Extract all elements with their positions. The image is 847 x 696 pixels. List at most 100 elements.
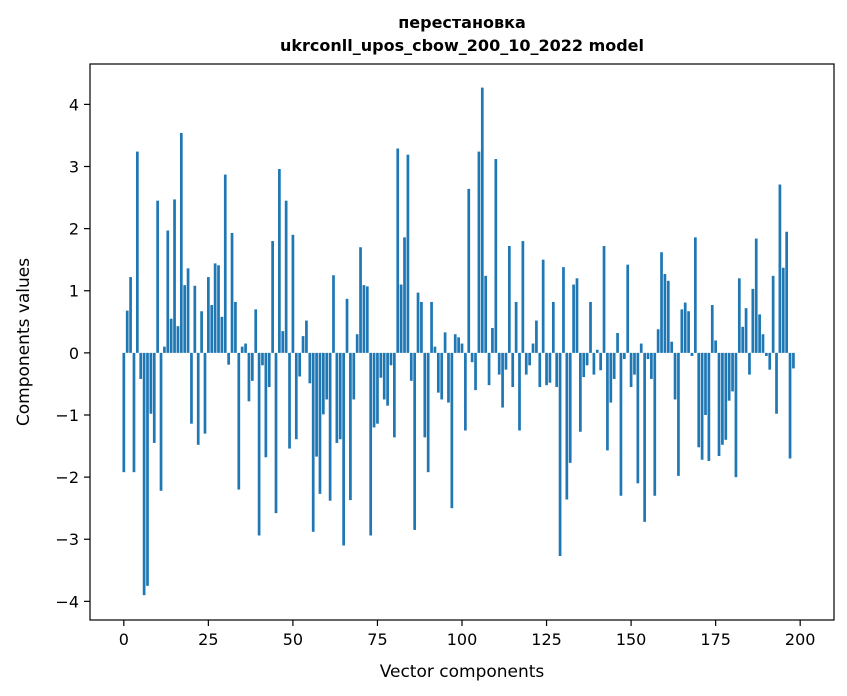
bar-166	[683, 302, 687, 353]
bar-86	[413, 352, 417, 530]
y-tick-label: −4	[55, 592, 79, 611]
bar-176	[717, 352, 721, 456]
bar-164	[677, 352, 680, 476]
bar-35	[240, 346, 244, 353]
bar-197	[788, 352, 792, 459]
bar-33	[234, 301, 237, 353]
bar-10	[156, 200, 159, 353]
bar-160	[663, 273, 667, 353]
bar-150	[629, 352, 633, 388]
bar-63	[335, 352, 339, 443]
bar-3	[132, 352, 136, 473]
bar-188	[758, 314, 761, 353]
bar-126	[548, 352, 552, 383]
bar-120	[528, 352, 531, 366]
bar-147	[619, 352, 623, 496]
bar-109	[491, 328, 494, 353]
bar-165	[680, 309, 684, 353]
bar-78	[386, 352, 389, 406]
bar-138	[589, 301, 592, 353]
bar-28	[217, 265, 220, 353]
bar-80	[393, 352, 396, 438]
bar-172	[704, 352, 707, 415]
bar-168	[690, 352, 694, 356]
bar-41	[261, 352, 264, 366]
bar-184	[744, 308, 748, 353]
bar-110	[494, 159, 498, 353]
bar-62	[332, 275, 335, 353]
bar-162	[670, 341, 674, 353]
bar-96	[447, 352, 450, 403]
x-tick-label: 150	[616, 630, 647, 649]
bar-104	[474, 352, 477, 391]
bar-11	[159, 352, 163, 491]
bar-29	[220, 316, 224, 353]
bar-149	[626, 264, 630, 353]
x-tick-label: 0	[119, 630, 129, 649]
bar-134	[575, 278, 579, 353]
bar-22	[196, 352, 200, 445]
bar-119	[524, 352, 528, 375]
bar-30	[223, 174, 227, 353]
bar-24	[203, 352, 207, 434]
bar-101	[464, 352, 467, 431]
bar-179	[727, 352, 731, 401]
bar-186	[751, 288, 755, 353]
bar-171	[700, 352, 704, 460]
bar-84	[406, 154, 410, 353]
bar-38	[250, 352, 254, 381]
bar-158	[656, 329, 660, 353]
bar-175	[714, 340, 717, 353]
bar-54	[305, 320, 308, 353]
bar-98	[453, 334, 457, 353]
x-axis: 0 25 50 75 100 125 150 175 200	[119, 620, 815, 649]
bar-73	[369, 352, 373, 536]
bar-141	[599, 352, 603, 371]
bar-89	[423, 352, 427, 438]
bar-58	[318, 352, 322, 494]
bar-143	[606, 352, 609, 451]
bar-19	[186, 268, 190, 353]
bar-170	[697, 352, 701, 448]
bar-32	[230, 232, 234, 353]
bar-25	[207, 277, 210, 353]
bar-59	[321, 352, 325, 415]
bar-79	[389, 352, 393, 366]
x-tick-label: 50	[283, 630, 303, 649]
bars-group	[122, 87, 795, 596]
bar-26	[210, 305, 214, 353]
bar-185	[748, 352, 751, 375]
y-axis-label: Components values	[14, 258, 34, 426]
bar-4	[135, 151, 139, 353]
bar-83	[403, 237, 406, 353]
bar-40	[257, 352, 261, 536]
bar-39	[254, 309, 258, 353]
y-tick-label: −1	[55, 406, 79, 425]
bar-90	[426, 352, 430, 473]
bar-113	[504, 352, 508, 370]
bar-51	[294, 352, 298, 440]
bar-93	[436, 352, 440, 393]
bar-142	[602, 246, 606, 353]
x-tick-label: 125	[531, 630, 562, 649]
bar-192	[771, 275, 775, 353]
bar-100	[460, 343, 464, 353]
bar-178	[724, 352, 728, 440]
bar-193	[775, 352, 778, 414]
bar-133	[572, 284, 575, 353]
bar-191	[768, 352, 772, 370]
bar-18	[183, 285, 187, 353]
bar-145	[612, 352, 616, 379]
bar-46	[278, 168, 281, 353]
bar-144	[609, 352, 613, 403]
bar-140	[595, 349, 599, 353]
bar-72	[365, 286, 369, 353]
bar-31	[227, 352, 231, 365]
y-tick-label: 1	[69, 282, 79, 301]
bar-124	[541, 259, 545, 353]
bar-49	[288, 352, 291, 449]
bar-6	[142, 352, 146, 596]
bar-74	[372, 352, 376, 428]
bar-48	[284, 200, 288, 353]
